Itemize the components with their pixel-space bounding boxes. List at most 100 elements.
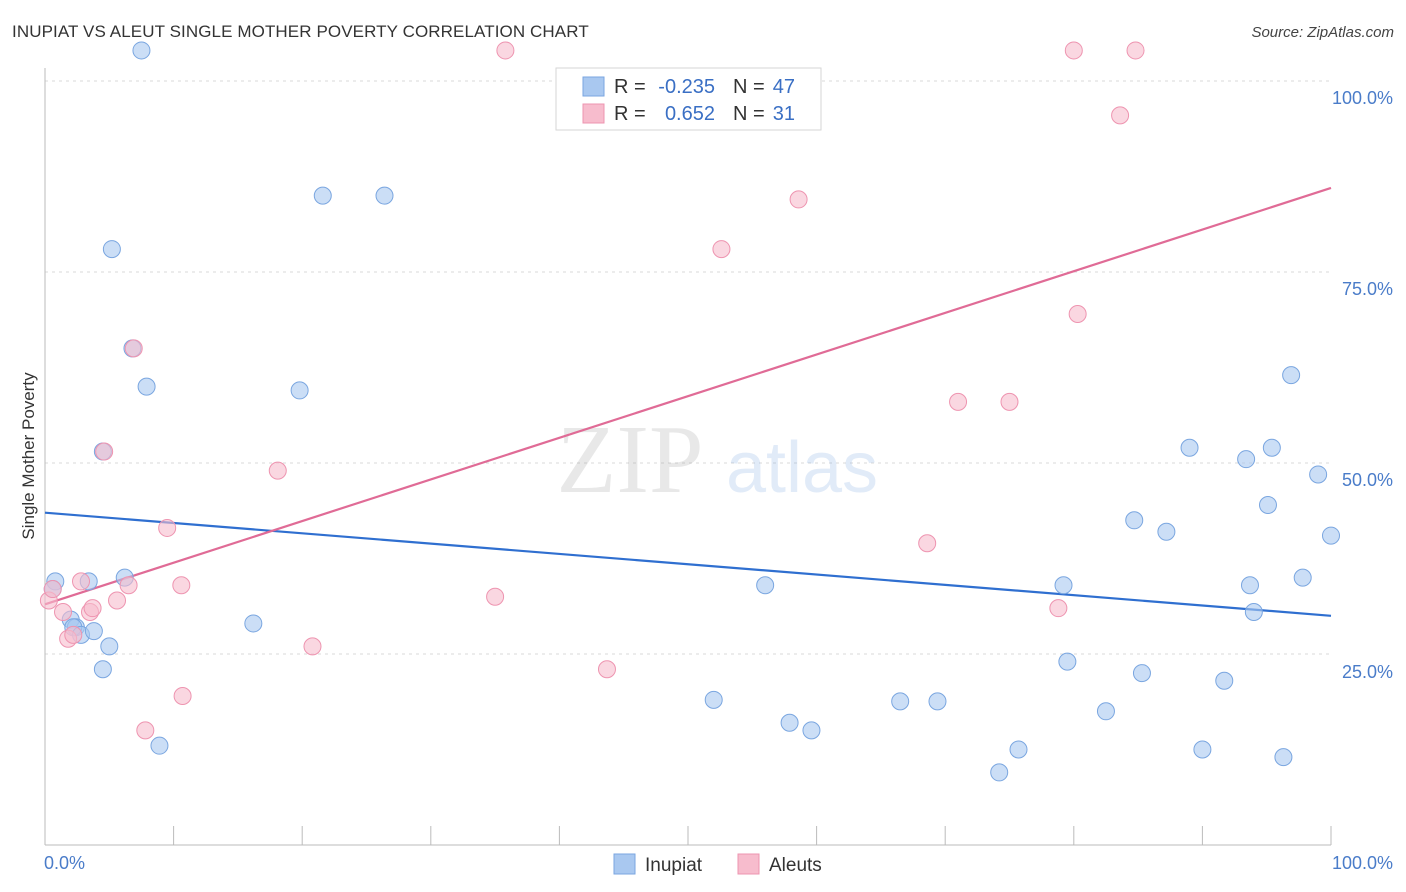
inupiat-point-34 (1157, 522, 1176, 541)
y-tick-label-50: 50.0% (1342, 470, 1393, 490)
inupiat-point-8 (93, 660, 112, 679)
aleut-point-2 (54, 602, 73, 621)
legend-r-label-1: R = (614, 76, 646, 98)
aleut-point-19 (496, 41, 515, 60)
x-ticks (44, 826, 1332, 845)
inupiat-trend-line (44, 511, 1332, 617)
aleut-point-29 (1111, 106, 1130, 125)
inupiat-point-38 (1237, 450, 1256, 469)
aleut-trend-line (44, 186, 1332, 606)
aleut-point-4 (64, 625, 83, 644)
inupiat-point-42 (1262, 438, 1281, 457)
inupiat-point-40 (1244, 602, 1263, 621)
correlation-legend: R = -0.235 N = 47 R = 0.652 N = 31 (555, 67, 822, 131)
inupiat-point-16 (150, 736, 169, 755)
inupiat-point-31 (1096, 702, 1115, 721)
gridlines (45, 80, 1331, 655)
inupiat-point-28 (1009, 740, 1028, 759)
aleut-point-14 (172, 576, 191, 595)
inupiat-point-7 (84, 622, 103, 641)
aleut-point-26 (1049, 599, 1068, 618)
inupiat-point-11 (102, 240, 121, 259)
series-legend: Inupiat Aleuts (613, 853, 822, 876)
aleut-point-9 (108, 591, 127, 610)
legend-n-value-1: 47 (773, 76, 795, 98)
aleut-point-23 (918, 534, 937, 553)
inupiat-point-18 (290, 381, 309, 400)
aleut-point-30 (1126, 41, 1145, 60)
y-axis-label: Single Mother Poverty (19, 372, 38, 540)
inupiat-point-29 (1054, 576, 1073, 595)
aleut-point-25 (1000, 392, 1019, 411)
aleut-point-28 (1068, 305, 1087, 324)
aleut-point-24 (949, 392, 968, 411)
inupiat-point-39 (1240, 576, 1259, 595)
aleut-legend-label: Aleuts (769, 855, 822, 876)
inupiat-point-21 (704, 690, 723, 709)
inupiat-point-22 (756, 576, 775, 595)
aleut-legend-swatch (582, 103, 605, 124)
legend-n-label-1: N = (733, 76, 765, 98)
y-tick-label-75: 75.0% (1342, 279, 1393, 299)
inupiat-point-15 (137, 377, 156, 396)
aleut-point-5 (72, 572, 91, 591)
inupiat-point-30 (1058, 652, 1077, 671)
inupiat-point-45 (1293, 568, 1312, 587)
inupiat-point-27 (990, 763, 1009, 782)
inupiat-point-44 (1282, 366, 1301, 385)
inupiat-point-43 (1274, 748, 1293, 767)
source-label: Source: ZipAtlas.com (1251, 24, 1394, 41)
x-tick-label-100: 100.0% (1332, 853, 1393, 873)
aleut-point-21 (712, 240, 731, 259)
inupiat-point-26 (928, 692, 947, 711)
watermark-zip: ZIP (557, 406, 704, 514)
inupiat-point-36 (1193, 740, 1212, 759)
inupiat-point-41 (1258, 496, 1277, 515)
legend-n-value-2: 31 (773, 103, 795, 125)
watermark: ZIP atlas (557, 406, 879, 514)
aleut-point-18 (486, 587, 505, 606)
watermark-atlas: atlas (726, 428, 878, 508)
inupiat-point-25 (891, 692, 910, 711)
inupiat-point-23 (780, 713, 799, 732)
y-tick-labels: 100.0% 75.0% 50.0% 25.0% (1332, 88, 1393, 682)
aleut-point-10 (119, 576, 138, 595)
inupiat-legend-label: Inupiat (645, 855, 703, 876)
inupiat-point-33 (1132, 664, 1151, 683)
aleut-points (39, 41, 1145, 740)
inupiat-point-20 (375, 186, 394, 205)
aleut-point-22 (789, 190, 808, 209)
aleut-point-13 (158, 518, 177, 537)
inupiat-point-17 (244, 614, 263, 633)
legend-r-label-2: R = (614, 103, 646, 125)
x-tick-label-0: 0.0% (44, 853, 85, 873)
y-tick-label-100: 100.0% (1332, 88, 1393, 108)
inupiat-point-35 (1180, 438, 1199, 457)
aleut-point-11 (124, 339, 143, 358)
aleut-point-1 (43, 580, 62, 599)
inupiat-point-19 (313, 186, 332, 205)
chart-title: INUPIAT VS ALEUT SINGLE MOTHER POVERTY C… (12, 22, 589, 41)
y-tick-label-25: 25.0% (1342, 662, 1393, 682)
legend-r-value-2: 0.652 (665, 103, 715, 125)
aleut-bottom-swatch (737, 853, 760, 875)
inupiat-bottom-swatch (613, 853, 636, 875)
aleut-point-20 (597, 660, 616, 679)
inupiat-point-37 (1215, 671, 1234, 690)
inupiat-point-46 (1309, 465, 1328, 484)
aleut-point-7 (83, 599, 102, 618)
aleut-point-17 (303, 637, 322, 656)
aleut-point-16 (268, 461, 287, 480)
inupiat-point-47 (1322, 526, 1340, 545)
inupiat-point-32 (1125, 511, 1144, 530)
inupiat-point-9 (100, 637, 119, 656)
legend-r-value-1: -0.235 (658, 76, 715, 98)
legend-n-label-2: N = (733, 103, 765, 125)
inupiat-point-14 (132, 41, 151, 60)
aleut-point-27 (1064, 41, 1083, 60)
aleut-point-15 (173, 687, 192, 706)
inupiat-legend-swatch (582, 76, 605, 97)
inupiat-point-24 (802, 721, 821, 740)
aleut-point-12 (136, 721, 155, 740)
